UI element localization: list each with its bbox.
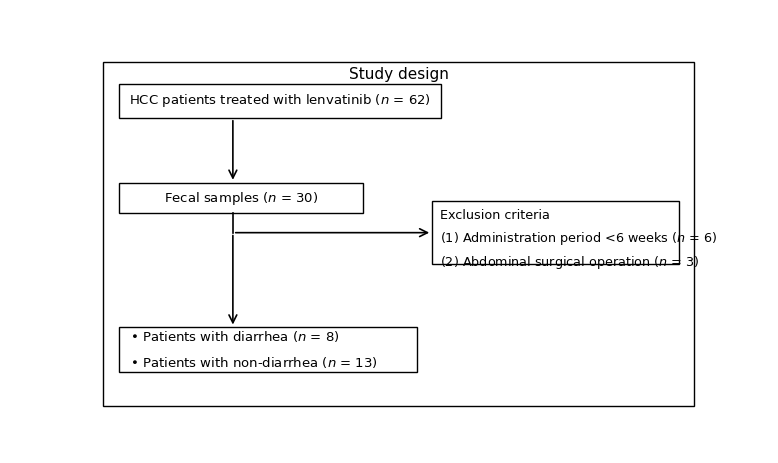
Bar <box>119 182 363 213</box>
Bar <box>432 201 678 264</box>
Text: • Patients with diarrhea ($n$ = 8)
• Patients with non-diarrhea ($n$ = 13): • Patients with diarrhea ($n$ = 8) • Pat… <box>130 329 377 370</box>
Bar <box>119 327 417 372</box>
Text: Exclusion criteria
(1) Administration period <6 weeks ($n$ = 6)
(2) Abdominal su: Exclusion criteria (1) Administration pe… <box>440 209 717 271</box>
Text: Fecal samples ($n$ = 30): Fecal samples ($n$ = 30) <box>164 189 318 206</box>
Bar <box>119 84 440 118</box>
Text: HCC patients treated with lenvatinib ($n$ = 62): HCC patients treated with lenvatinib ($n… <box>129 93 431 109</box>
Text: Study design: Study design <box>349 67 449 82</box>
